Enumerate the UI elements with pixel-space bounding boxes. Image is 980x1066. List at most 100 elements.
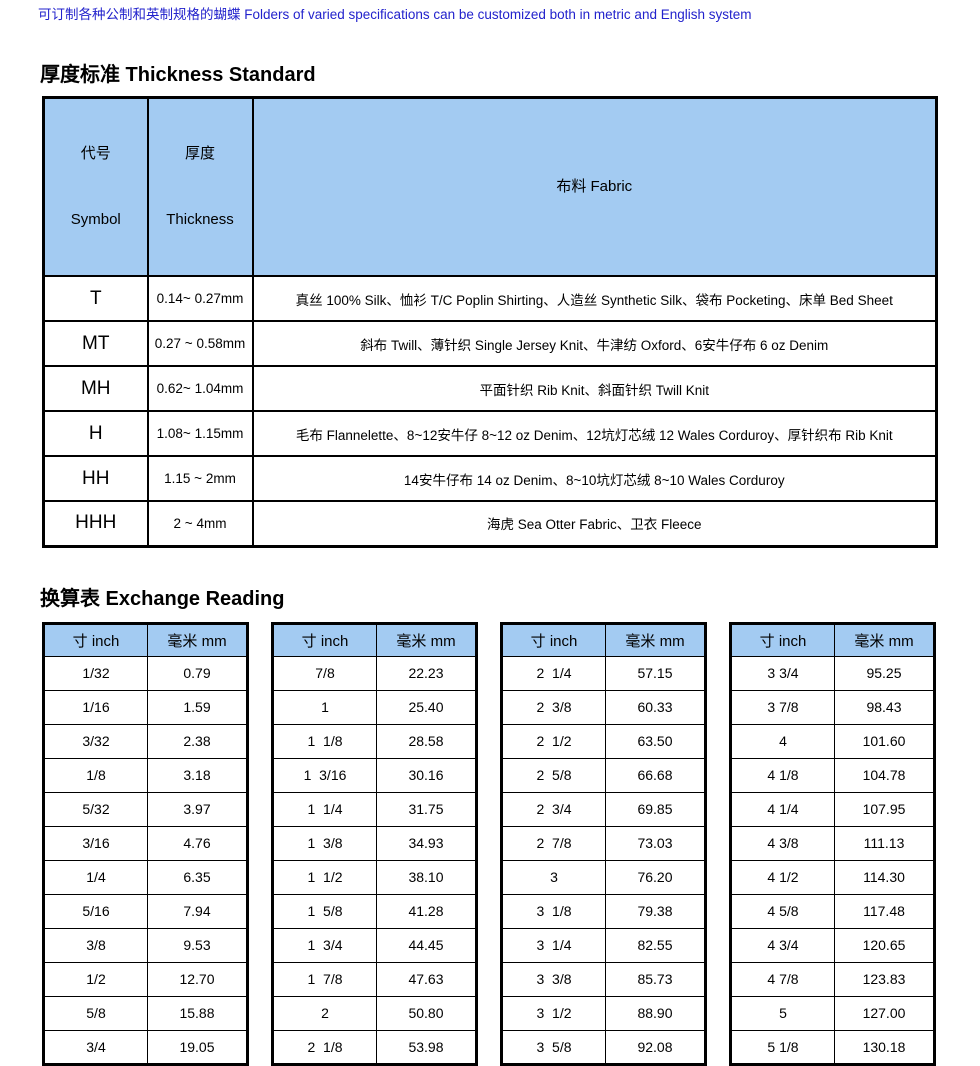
table-cell: HH (42, 455, 149, 502)
exchange-table-3-body: 2 1/4 57.15 2 3/8 60.33 2 1/2 63.50 2 5/8 66.68… (501, 655, 706, 1065)
table-row: 1 3/4 44.45 (272, 927, 477, 963)
table-cell: 41.28 (376, 893, 477, 929)
table-cell: 1/4 (43, 859, 148, 895)
table-cell: 34.93 (376, 825, 477, 861)
exchange-table-4-body: 3 3/4 95.25 3 7/8 98.43 4 101.60 4 1/8 104.78 4 … (730, 655, 935, 1065)
table-cell: 120.65 (834, 927, 935, 963)
table-cell: 1 1/2 (272, 859, 377, 895)
table-row: 5 1/8 130.18 (730, 1029, 935, 1065)
table-cell: 0.62~ 1.04mm (146, 365, 254, 412)
table-cell: 0.27 ~ 0.58mm (146, 320, 254, 367)
table-cell: 2.38 (147, 723, 248, 759)
table-cell: 63.50 (605, 723, 706, 759)
table-row: 4 3/8 111.13 (730, 825, 935, 861)
table-row: T 0.14~ 0.27mm 真丝 100% Silk、恤衫 T/C Poplin … (42, 275, 938, 322)
table-row: 1/32 0.79 (43, 655, 248, 691)
table-cell: 1 5/8 (272, 893, 377, 929)
table-row: 2 5/8 66.68 (501, 757, 706, 793)
col-header-mm: 毫米 mm (376, 622, 477, 657)
table-row: 1/2 12.70 (43, 961, 248, 997)
exchange-table-3: 寸 inch 毫米 mm 2 1/4 57.15 2 3/8 60.33 2 1/2 63… (500, 621, 707, 1066)
exchange-reading-title: 换算表 Exchange Reading (40, 587, 285, 610)
table-cell: 30.16 (376, 757, 477, 793)
table-row: 2 3/4 69.85 (501, 791, 706, 827)
table-row: 1 5/8 41.28 (272, 893, 477, 929)
table-row: MH 0.62~ 1.04mm 平面针织 Rib Knit、斜面针织 Twill K… (42, 365, 938, 412)
table-cell: MH (42, 365, 149, 412)
thickness-standard-title: 厚度标准 Thickness Standard (40, 64, 316, 86)
table-row: 4 3/4 120.65 (730, 927, 935, 963)
table-cell: 4 1/4 (730, 791, 835, 827)
table-cell: 2 3/4 (501, 791, 606, 827)
table-row: 4 5/8 117.48 (730, 893, 935, 929)
table-row: 2 7/8 73.03 (501, 825, 706, 861)
table-row: 3 5/8 92.08 (501, 1029, 706, 1065)
table-row: 2 1/2 63.50 (501, 723, 706, 759)
table-cell: T (42, 275, 149, 322)
table-cell: 1.59 (147, 689, 248, 725)
table-cell: 92.08 (605, 1029, 706, 1065)
table-cell: 3 7/8 (730, 689, 835, 725)
table-cell: 85.73 (605, 961, 706, 997)
table-cell: 平面针织 Rib Knit、斜面针织 Twill Knit (251, 365, 938, 412)
table-row: 1 3/8 34.93 (272, 825, 477, 861)
col-header-inch: 寸 inch (730, 622, 835, 657)
table-row: 2 1/4 57.15 (501, 655, 706, 691)
table-cell: 1 (272, 689, 377, 725)
table-cell: 3 1/4 (501, 927, 606, 963)
table-cell: 69.85 (605, 791, 706, 827)
table-cell: 1.08~ 1.15mm (146, 410, 254, 457)
table-cell: 5/16 (43, 893, 148, 929)
table-cell: 1/2 (43, 961, 148, 997)
table-cell: 3 1/2 (501, 995, 606, 1031)
table-row: 3/8 9.53 (43, 927, 248, 963)
table-cell: 50.80 (376, 995, 477, 1031)
table-cell: 9.53 (147, 927, 248, 963)
table-cell: 73.03 (605, 825, 706, 861)
table-cell: 2 3/8 (501, 689, 606, 725)
table-cell: 79.38 (605, 893, 706, 929)
table-cell: 6.35 (147, 859, 248, 895)
col-header-fabric: 布料 Fabric (251, 96, 938, 277)
table-cell: 1 3/8 (272, 825, 377, 861)
table-row: 3 1/2 88.90 (501, 995, 706, 1031)
table-cell: 5/32 (43, 791, 148, 827)
col-header-thickness-en: Thickness (166, 211, 234, 228)
customization-note: 可订制各种公制和英制规格的蝴蝶 Folders of varied specif… (38, 7, 752, 22)
table-cell: 53.98 (376, 1029, 477, 1065)
col-header-thickness-zh: 厚度 (184, 145, 215, 162)
table-row: 5 127.00 (730, 995, 935, 1031)
table-cell: 4 7/8 (730, 961, 835, 997)
table-row: 3/32 2.38 (43, 723, 248, 759)
table-cell: 22.23 (376, 655, 477, 691)
table-cell: 4 (730, 723, 835, 759)
table-cell: 57.15 (605, 655, 706, 691)
table-row: MT 0.27 ~ 0.58mm 斜布 Twill、薄针织 Single Jerse… (42, 320, 938, 367)
table-cell: 4.76 (147, 825, 248, 861)
table-row: 5/32 3.97 (43, 791, 248, 827)
table-cell: 3.18 (147, 757, 248, 793)
table-row: HHH 2 ~ 4mm 海虎 Sea Otter Fabric、卫衣 Fleece (42, 500, 938, 547)
table-cell: 1/32 (43, 655, 148, 691)
table-cell: 4 5/8 (730, 893, 835, 929)
exchange-table-2: 寸 inch 毫米 mm 7/8 22.23 1 25.40 1 1/8 28.58 1 3… (271, 621, 478, 1066)
table-cell: 1/8 (43, 757, 148, 793)
table-row: 7/8 22.23 (272, 655, 477, 691)
table-cell: 76.20 (605, 859, 706, 895)
table-row: 3 3/8 85.73 (501, 961, 706, 997)
table-cell: 1 1/4 (272, 791, 377, 827)
col-header-inch: 寸 inch (501, 622, 606, 657)
col-header-mm: 毫米 mm (605, 622, 706, 657)
table-row: H 1.08~ 1.15mm 毛布 Flannelette、8~12安牛仔 8~12… (42, 410, 938, 457)
table-row: 4 1/8 104.78 (730, 757, 935, 793)
col-header-inch: 寸 inch (272, 622, 377, 657)
table-cell: 19.05 (147, 1029, 248, 1065)
col-header-symbol-en: Symbol (70, 211, 121, 228)
table-row: 3 1/4 82.55 (501, 927, 706, 963)
table-cell: 25.40 (376, 689, 477, 725)
table-cell: 98.43 (834, 689, 935, 725)
table-cell: 3 5/8 (501, 1029, 606, 1065)
table-cell: 12.70 (147, 961, 248, 997)
table-row: 4 1/4 107.95 (730, 791, 935, 827)
col-header-symbol-zh: 代号 (80, 145, 111, 162)
